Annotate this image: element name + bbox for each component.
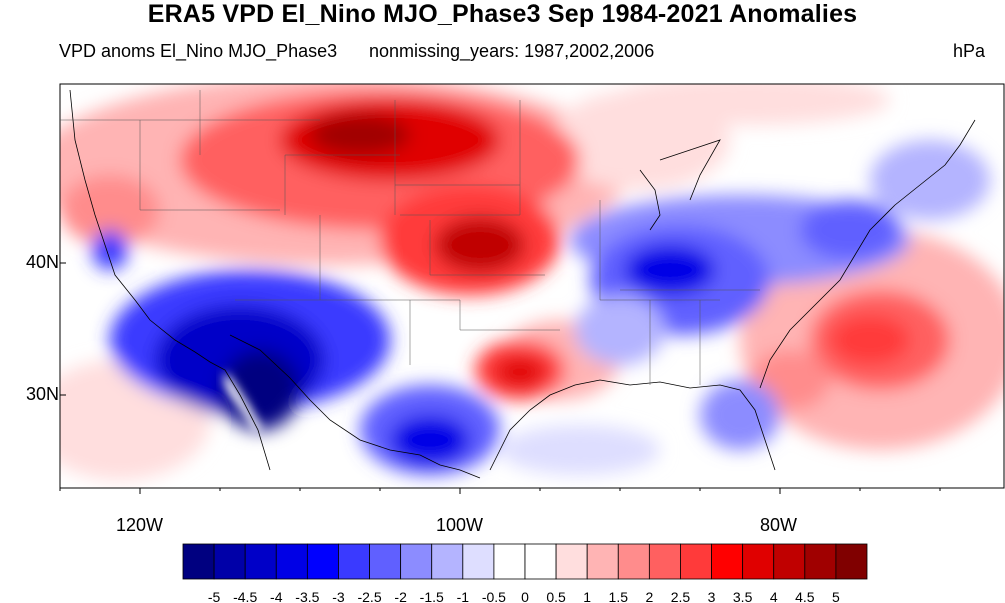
state-borders [60, 90, 760, 385]
colorbar-label-7: -1.5 [420, 589, 444, 603]
colorbar-label-17: 3.5 [733, 589, 753, 603]
lon-tick-100w: 100W [436, 515, 484, 535]
colorbar-label-9: -0.5 [482, 589, 506, 603]
map-title: ERA5 VPD El_Nino MJO_Phase3 Sep 1984-202… [147, 0, 858, 28]
colorbar-label-3: -3.5 [295, 589, 319, 603]
colorbar-label-16: 3 [708, 589, 716, 603]
colorbar-box-9 [462, 543, 495, 580]
colorbar-box-14 [617, 543, 650, 580]
colorbar-box-11 [524, 543, 557, 580]
colorbar-box-7 [400, 543, 433, 580]
colorbar-label-18: 4 [770, 589, 778, 603]
colorbar-label-0: -5 [208, 589, 221, 603]
colorbar-label-15: 2.5 [671, 589, 691, 603]
colorbar-box-3 [275, 543, 308, 580]
colorbar-label-13: 1.5 [609, 589, 629, 603]
colorbar-box-15 [648, 543, 681, 580]
colorbar-box-6 [369, 543, 402, 580]
colorbar-box-12 [555, 543, 588, 580]
colorbar-box-2 [244, 543, 277, 580]
colorbar-box-5 [338, 543, 370, 580]
colorbar-box-0 [182, 543, 215, 580]
map-frame [59, 83, 1005, 489]
colorbar-box-21 [835, 543, 868, 580]
colorbar-box-17 [711, 543, 744, 580]
colorbar-label-19: 4.5 [795, 589, 815, 603]
lon-tick-80w: 80W [760, 515, 798, 535]
lat-tick-40n: 40N [26, 252, 60, 272]
colorbar: -5 -4.5 -4 -3.5 -3 -2.5 -2 -1.5 -1 -0.5 0 0.5 1 1.5 2 2… [182, 543, 868, 603]
units-label: hPa [953, 41, 986, 61]
lon-tick-120w: 120W [116, 515, 164, 535]
colorbar-label-14: 2 [645, 589, 653, 603]
axis-ticks [59, 262, 941, 494]
colorbar-label-1: -4.5 [233, 589, 257, 603]
lat-tick-30n: 30N [26, 384, 60, 404]
colorbar-label-6: -2 [394, 589, 407, 603]
colorbar-box-13 [586, 543, 619, 580]
colorbar-box-16 [680, 543, 712, 580]
colorbar-label-2: -4 [270, 589, 283, 603]
colorbar-label-8: -1 [457, 589, 470, 603]
coastlines [69, 89, 976, 479]
colorbar-label-5: -2.5 [357, 589, 381, 603]
colorbar-box-4 [306, 543, 339, 580]
subtitle-left: VPD anoms El_Nino MJO_Phase3 [59, 41, 338, 61]
colorbar-label-10: 0 [521, 589, 529, 603]
colorbar-label-4: -3 [332, 589, 345, 603]
colorbar-box-8 [431, 543, 464, 580]
anomaly-field [60, 84, 1004, 488]
colorbar-label-20: 5 [832, 589, 840, 603]
subtitle-center: nonmissing_years: 1987,2002,2006 [369, 41, 655, 61]
colorbar-box-1 [213, 543, 246, 580]
colorbar-label-11: 0.5 [546, 589, 566, 603]
colorbar-label-12: 1 [583, 589, 591, 603]
colorbar-box-19 [773, 543, 806, 580]
colorbar-box-18 [742, 543, 775, 580]
colorbar-box-20 [804, 543, 837, 580]
colorbar-box-10 [493, 543, 526, 580]
